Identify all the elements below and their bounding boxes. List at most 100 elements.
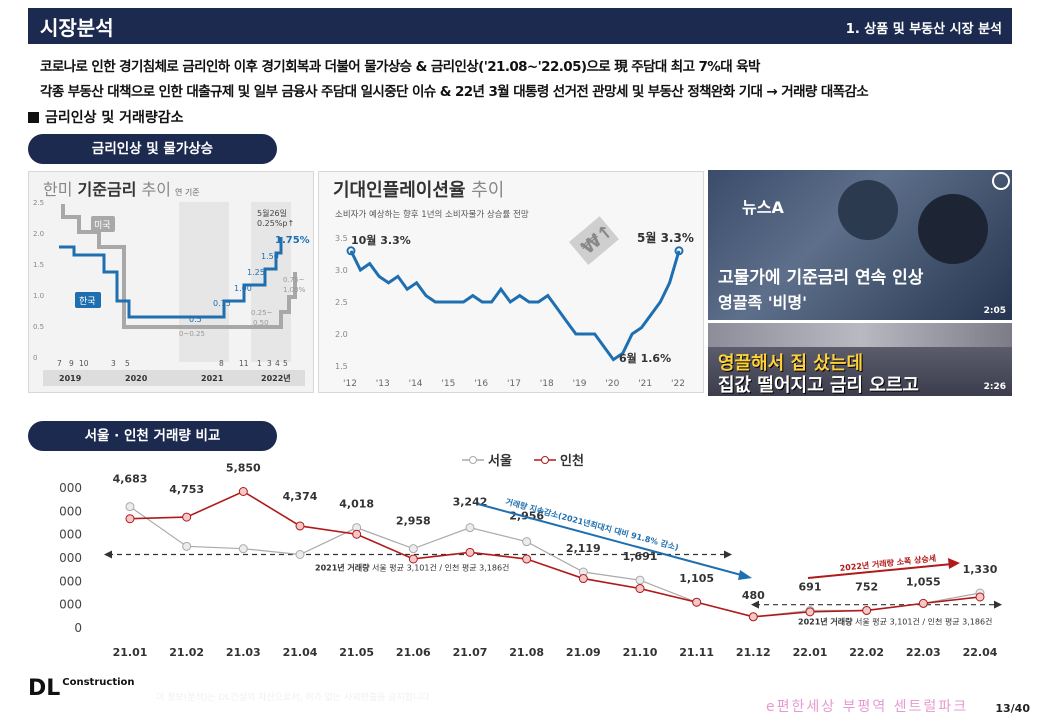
rate-y-tick: 0 <box>33 354 37 362</box>
rate-y-tick: 1.5 <box>33 261 44 269</box>
rate-x-month: 4 <box>275 359 280 368</box>
inflation-y-tick: 2.0 <box>335 330 348 339</box>
y-tick-label: 2,000 <box>60 574 82 588</box>
inflation-chart-title: 기대인플레이션율 추이 <box>333 180 505 201</box>
data-label: 5,850 <box>226 462 261 475</box>
rate-year: 2021 <box>201 374 224 383</box>
inflation-chart-panel: 기대인플레이션율 추이 소비자가 예상하는 향후 1년의 소비자물가 상승률 전… <box>318 171 704 393</box>
inflation-x-tick: '20 <box>605 379 619 389</box>
x-tick-label: 22.04 <box>963 646 998 659</box>
inflation-x-tick: '21 <box>638 379 652 389</box>
kr-rate-label: 0.75 <box>213 299 231 308</box>
inflation-x-tick: '15 <box>441 379 455 389</box>
news-video-2[interactable]: 영끌해서 집 샀는데 집값 떨어지고 금리 오르고 2:26 <box>708 323 1012 396</box>
rate-y-ticks: 2.5 2.0 1.5 1.0 0.5 0 <box>33 199 44 362</box>
inflation-chart-subtitle: 소비자가 예상하는 향후 1년의 소비자물가 상승률 전망 <box>335 210 529 220</box>
series-line-1 <box>129 490 981 618</box>
inflation-x-tick: '18 <box>540 379 554 389</box>
arrow-head-icon <box>738 570 752 580</box>
rate-chart-title: 한미 기준금리 추이 연 기준 <box>43 180 200 199</box>
data-point <box>805 607 815 617</box>
inflation-x-tick: '19 <box>573 379 587 389</box>
data-point <box>748 612 758 622</box>
news-video-1[interactable]: 뉴스A 고물가에 기준금리 연속 인상 영끌족 '비명' 2:05 <box>708 170 1012 320</box>
data-label: 1,691 <box>623 550 658 563</box>
x-tick-label: 21.05 <box>339 646 374 659</box>
pill-rate-inflation: 금리인상 및 물가상승 <box>28 134 277 164</box>
rate-annotation: 5월26일 <box>257 208 287 218</box>
rate-x-month: 5 <box>283 359 288 368</box>
us-rate-line <box>61 204 297 329</box>
inflation-start-label: 10월 3.3% <box>351 233 411 247</box>
legend-label: 인천 <box>560 453 584 469</box>
data-point <box>465 523 475 533</box>
video-duration: 2:05 <box>983 306 1006 316</box>
data-point <box>975 592 985 602</box>
clock-icon[interactable] <box>992 172 1010 190</box>
x-tick-label: 21.07 <box>453 646 488 659</box>
rate-x-month: 8 <box>219 359 224 368</box>
kr-rate-label: 0.5 <box>189 315 202 324</box>
data-label: 4,683 <box>113 473 148 486</box>
us-rate-label: 0~0.25 <box>179 330 205 338</box>
page-title: 시장분석 <box>40 16 114 40</box>
person-figure <box>918 194 988 264</box>
us-rate-label: 1.00% <box>283 286 306 294</box>
rate-x-month: 3 <box>111 359 116 368</box>
news-headline: 영끌해서 집 샀는데 <box>718 353 864 374</box>
person-figure <box>838 180 898 240</box>
rate-year: 2019 <box>59 374 82 383</box>
data-label: 4,374 <box>283 490 318 503</box>
data-labels: 4,6834,7535,8504,3744,0182,9583,2422,956… <box>113 462 998 602</box>
kr-rate-label: 1.25 <box>247 268 265 277</box>
footer-note: 이 정보(분석)는 DL건설의 자산으로서, 허가 없는 사외반출을 금지합니다 <box>156 693 430 703</box>
rate-x-month: 1 <box>257 359 262 368</box>
rate-year: 2022년 <box>261 373 291 383</box>
data-point <box>352 529 362 539</box>
summary-line-1: 코로나로 인한 경기침체로 금리인하 이후 경기회복과 더불어 물가상승 & 금… <box>40 59 760 75</box>
data-label: 4,018 <box>339 498 374 511</box>
chart-legend: 서울 인천 <box>462 453 584 469</box>
x-tick-label: 21.02 <box>169 646 204 659</box>
rate-y-tick: 2.0 <box>33 230 44 238</box>
arrow-graphic: ₩↑ <box>569 216 619 265</box>
data-label: 752 <box>855 580 878 593</box>
summary-line-2: 각종 부동산 대책으로 인한 대출규제 및 일부 금융사 주담대 일시중단 이슈… <box>40 84 869 100</box>
kr-rate-label: 1.75% <box>275 235 310 246</box>
inflation-x-tick: '17 <box>507 379 521 389</box>
data-label: 1,105 <box>679 572 714 585</box>
inflation-y-tick: 2.5 <box>335 298 348 307</box>
avg-2021-label: 2021년 거래량 서울 평균 3,101건 / 인천 평균 3,186건 <box>315 563 509 573</box>
us-rate-label: 0.25~ <box>251 309 273 317</box>
y-tick-label: 4,000 <box>60 528 82 542</box>
rate-y-tick: 1.0 <box>33 292 44 300</box>
data-point <box>465 547 475 557</box>
data-label: 691 <box>799 581 822 594</box>
data-point <box>522 537 532 547</box>
section-heading: 금리인상 및 거래량감소 <box>28 107 184 127</box>
data-point <box>182 512 192 522</box>
rate-chart-panel: 한미 기준금리 추이 연 기준 2.5 2.0 1.5 1.0 0.5 0 미국 … <box>28 171 314 393</box>
arrow-right-icon <box>724 550 732 559</box>
data-point <box>408 554 418 564</box>
pill-volume-compare: 서울 · 인천 거래량 비교 <box>28 421 277 451</box>
inflation-y-tick: 3.0 <box>335 266 348 275</box>
x-tick-label: 21.10 <box>623 646 658 659</box>
data-point <box>635 575 645 585</box>
rate-x-month: 7 <box>57 359 62 368</box>
korea-rate-line <box>59 237 283 319</box>
kr-rate-label: 1.00 <box>234 284 252 293</box>
rate-y-tick: 0.5 <box>33 323 44 331</box>
data-point <box>295 550 305 559</box>
data-point <box>578 574 588 584</box>
news-headline: 고물가에 기준금리 연속 인상 <box>718 268 924 288</box>
data-point <box>238 487 248 496</box>
legend-label: 서울 <box>488 453 512 469</box>
inflation-chart: 3.5 3.0 2.5 2.0 1.5 '12 '13 '14 '15 '16 '17 '18 '19 '… <box>335 216 694 389</box>
trend-up-arrow <box>807 563 953 579</box>
video-duration: 2:26 <box>983 382 1006 392</box>
news-headline: 집값 떨어지고 금리 오르고 <box>718 375 919 396</box>
rate-y-tick: 2.5 <box>33 199 44 207</box>
inflation-line <box>349 250 681 362</box>
y-tick-label: 1,000 <box>60 598 82 612</box>
